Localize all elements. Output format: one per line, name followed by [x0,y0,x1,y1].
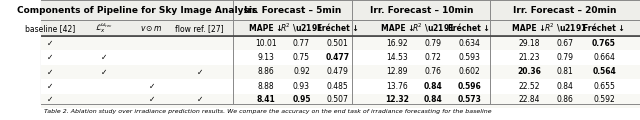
Text: ✓: ✓ [47,67,53,77]
Text: Table 2. Ablation study over irradiance prediction results. We compare the accur: Table 2. Ablation study over irradiance … [44,109,492,114]
Text: 10.01: 10.01 [255,39,276,48]
Text: ✓: ✓ [47,39,53,48]
Bar [41,20,640,36]
Text: 8.86: 8.86 [257,67,274,77]
Text: $R^2$ \u2191: $R^2$ \u2191 [543,22,587,34]
Text: 0.507: 0.507 [326,95,348,104]
Text: 0.79: 0.79 [425,39,442,48]
Text: 12.32: 12.32 [385,95,409,104]
Text: 0.479: 0.479 [326,67,348,77]
Text: Irr. Forecast – 5min: Irr. Forecast – 5min [244,6,341,15]
Text: 0.84: 0.84 [424,95,443,104]
Bar [41,0,640,104]
Text: 0.79: 0.79 [557,53,573,62]
Text: 0.72: 0.72 [425,53,442,62]
Text: ✓: ✓ [100,67,107,77]
Bar [41,79,640,94]
Text: 0.84: 0.84 [424,82,443,91]
Text: flow ref. [27]: flow ref. [27] [175,24,224,33]
Text: Fréchet ↓: Fréchet ↓ [583,24,625,33]
Text: 0.592: 0.592 [593,95,615,104]
Text: 12.89: 12.89 [387,67,408,77]
Text: 0.93: 0.93 [293,82,310,91]
Text: 0.86: 0.86 [557,95,573,104]
Text: 9.13: 9.13 [257,53,274,62]
Text: 0.75: 0.75 [293,53,310,62]
Bar [41,50,640,65]
Text: ✓: ✓ [148,95,155,104]
Text: 0.477: 0.477 [325,53,349,62]
Text: ✓: ✓ [148,82,155,91]
Text: 0.655: 0.655 [593,82,615,91]
Text: ✓: ✓ [47,95,53,104]
Text: MAPE ↓: MAPE ↓ [381,24,414,33]
Text: 21.23: 21.23 [518,53,540,62]
Text: $v \odot m$: $v \odot m$ [140,24,163,33]
Text: 0.596: 0.596 [458,82,481,91]
Text: Irr. Forecast – 20min: Irr. Forecast – 20min [513,6,617,15]
Text: ✓: ✓ [47,82,53,91]
Text: 0.485: 0.485 [326,82,348,91]
Text: Components of Pipeline for Sky Image Analysis: Components of Pipeline for Sky Image Ana… [17,6,257,15]
Text: 0.593: 0.593 [458,53,480,62]
Text: baseline [42]: baseline [42] [25,24,75,33]
Text: 16.92: 16.92 [387,39,408,48]
Text: Irr. Forecast – 10min: Irr. Forecast – 10min [369,6,473,15]
Text: Fréchet ↓: Fréchet ↓ [317,24,358,33]
Text: 8.88: 8.88 [257,82,274,91]
Text: 22.84: 22.84 [518,95,540,104]
Text: 0.77: 0.77 [293,39,310,48]
Text: 0.602: 0.602 [458,67,480,77]
Text: 22.52: 22.52 [518,82,540,91]
Text: $R^2$ \u2191: $R^2$ \u2191 [412,22,455,34]
Text: 0.95: 0.95 [292,95,310,104]
Text: MAPE ↓: MAPE ↓ [249,24,282,33]
Text: 0.92: 0.92 [293,67,310,77]
Bar [41,65,640,79]
Bar [41,36,640,50]
Text: $R^2$ \u2191: $R^2$ \u2191 [280,22,323,34]
Bar [41,94,640,108]
Bar [41,0,640,20]
Text: Fréchet ↓: Fréchet ↓ [449,24,490,33]
Text: 0.664: 0.664 [593,53,615,62]
Text: 29.18: 29.18 [518,39,540,48]
Text: 14.53: 14.53 [387,53,408,62]
Text: ✓: ✓ [196,95,203,104]
Text: 0.84: 0.84 [557,82,573,91]
Text: ✓: ✓ [100,53,107,62]
Text: 20.36: 20.36 [517,67,541,77]
Text: MAPE ↓: MAPE ↓ [513,24,546,33]
Text: 0.634: 0.634 [458,39,480,48]
Text: 0.573: 0.573 [458,95,481,104]
Text: 0.564: 0.564 [592,67,616,77]
Text: ✓: ✓ [196,67,203,77]
Text: 0.76: 0.76 [425,67,442,77]
Text: ✓: ✓ [47,53,53,62]
Text: 0.501: 0.501 [326,39,348,48]
Text: 0.81: 0.81 [557,67,573,77]
Text: 13.76: 13.76 [387,82,408,91]
Text: $\mathcal{L}_x^{\omega_{rev}}$: $\mathcal{L}_x^{\omega_{rev}}$ [95,21,113,35]
Text: 8.41: 8.41 [256,95,275,104]
Text: 0.765: 0.765 [592,39,616,48]
Text: 0.67: 0.67 [557,39,573,48]
